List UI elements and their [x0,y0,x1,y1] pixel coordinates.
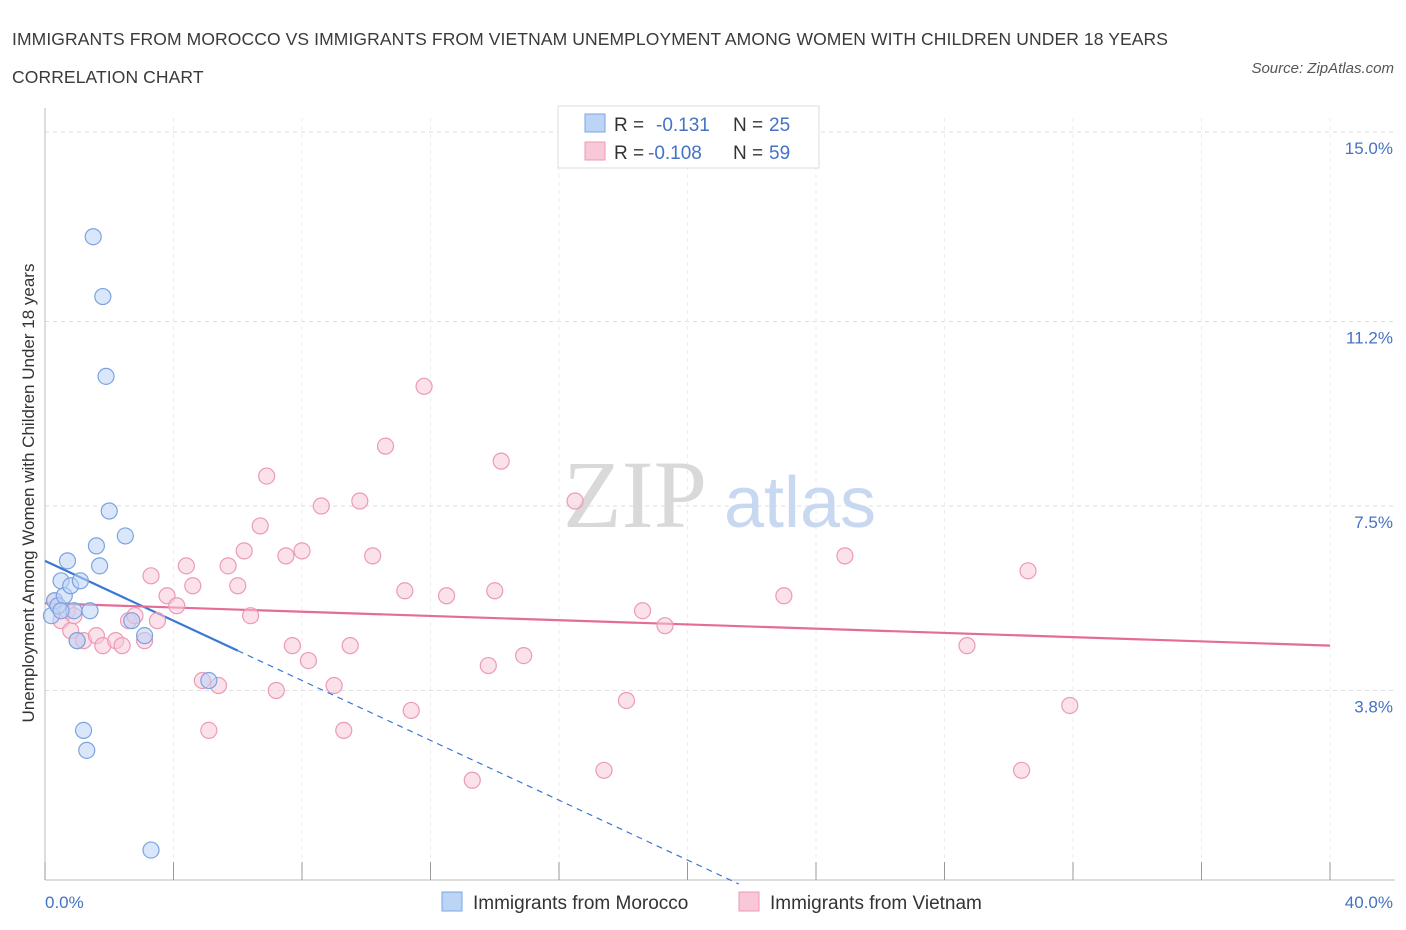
stats-legend: R = -0.131 N = 25 R = -0.108 N = 59 [557,105,820,169]
point-vietnam [200,721,218,740]
bottom-legend-morocco: Immigrants from Morocco [473,893,688,914]
point-morocco [87,537,106,555]
point-vietnam [617,691,636,710]
point-vietnam [235,542,253,560]
trend-line-vietnam [44,602,1331,647]
point-vietnam [219,557,237,575]
grid-lines [45,118,1395,880]
point-vietnam [633,602,652,620]
point-morocco [78,741,96,759]
legend-n-label-morocco: N = [733,115,763,136]
tick-labels: 3.8% 7.5% 11.2% 15.0% 0.0% 40.0% [45,139,1393,912]
legend-n-value-vietnam: 59 [769,143,790,164]
point-morocco [68,632,86,650]
point-vietnam [299,651,318,670]
point-vietnam [415,377,433,395]
point-morocco [71,572,89,590]
point-vietnam [492,452,510,470]
point-morocco [74,721,93,740]
y-tick-label: 3.8% [1354,698,1393,717]
source-label: Source: ZipAtlas.com [1251,60,1394,77]
point-vietnam [376,437,395,455]
point-vietnam [283,637,301,655]
point-morocco [94,287,112,306]
y-tick-label: 7.5% [1354,513,1393,532]
point-vietnam [293,542,311,560]
point-morocco [97,367,115,385]
point-vietnam [351,492,369,510]
point-vietnam [1012,761,1031,779]
point-vietnam [437,587,456,605]
legend-n-label-vietnam: N = [733,143,763,164]
y-tick-label: 11.2% [1346,328,1393,347]
point-morocco [116,527,134,545]
point-vietnam [656,617,674,635]
point-vietnam [364,547,382,565]
watermark: ZIP atlas [563,441,876,548]
point-vietnam [168,597,186,615]
legend-r-value-vietnam: -0.108 [648,143,702,164]
x-tick-label-max: 40.0% [1345,893,1393,912]
point-vietnam [242,607,260,625]
bottom-legend-swatch-vietnam [738,891,760,912]
point-vietnam [486,582,504,600]
point-vietnam [113,637,131,655]
point-vietnam [515,646,533,665]
legend-n-value-morocco: 25 [769,115,790,136]
legend-r-label-vietnam: R = [614,143,644,164]
point-vietnam [148,612,167,630]
point-morocco [100,502,118,520]
point-morocco [81,602,99,620]
point-vietnam [1019,562,1037,580]
point-vietnam [836,547,854,565]
point-vietnam [229,577,247,595]
y-tick-label: 15.0% [1345,139,1393,158]
point-vietnam [402,701,420,720]
point-morocco [58,552,77,570]
point-vietnam [251,517,269,535]
chart-title: IMMIGRANTS FROM MOROCCO VS IMMIGRANTS FR… [12,29,1169,87]
point-vietnam [258,467,276,485]
legend-r-label-morocco: R = [614,115,644,136]
legend-r-value-morocco: -0.131 [656,115,710,136]
watermark-zip: ZIP [563,441,707,548]
point-morocco [91,557,109,575]
point-morocco [84,228,102,246]
point-morocco [135,627,154,645]
point-vietnam [396,582,414,600]
point-vietnam [335,721,353,740]
point-vietnam [958,637,976,655]
point-morocco [52,602,70,620]
series-legend: Immigrants from Morocco Immigrants from … [441,891,982,914]
bottom-legend-swatch-morocco [441,891,463,912]
point-vietnam [775,587,793,605]
point-vietnam [177,557,195,575]
point-vietnam [142,567,160,585]
point-morocco [142,841,160,859]
point-vietnam [463,771,481,789]
x-tick-label-min: 0.0% [45,893,84,912]
point-vietnam [1061,696,1079,715]
legend-swatch-morocco [584,113,606,133]
point-vietnam [312,497,330,515]
point-vietnam [341,637,359,655]
point-vietnam [566,492,584,510]
point-morocco [200,671,218,690]
point-vietnam [325,676,343,695]
bottom-legend-vietnam: Immigrants from Vietnam [770,893,982,914]
point-vietnam [267,681,285,700]
trend-line-morocco-extension [237,650,740,885]
watermark-atlas: atlas [724,463,876,543]
point-vietnam [184,577,202,595]
point-vietnam [277,547,295,565]
point-vietnam [595,761,613,779]
y-axis-label: Unemployment Among Women with Children U… [19,264,38,723]
point-morocco [123,612,141,630]
data-points [42,228,1079,859]
point-vietnam [479,656,497,675]
axes [44,108,1395,881]
legend-swatch-vietnam [584,141,606,161]
